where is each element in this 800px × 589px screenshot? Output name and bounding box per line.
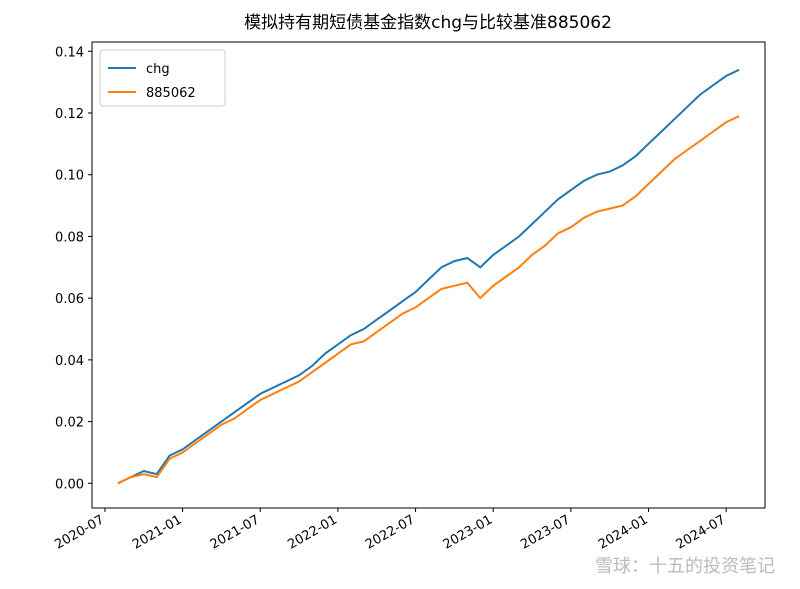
line-series — [117, 68, 740, 485]
y-tick-label: 0.10 — [55, 169, 84, 184]
x-tick-label: 2023-01 — [441, 512, 496, 552]
y-tick-label: 0.12 — [55, 107, 84, 122]
x-tick-label: 2022-07 — [363, 512, 418, 552]
y-tick-label: 0.06 — [55, 292, 84, 307]
x-tick-label: 2024-01 — [596, 512, 651, 552]
y-tick-label: 0.04 — [55, 354, 84, 369]
y-tick-label: 0.02 — [55, 416, 84, 431]
x-tick-label: 2021-01 — [130, 512, 185, 552]
x-tick-label: 2020-07 — [52, 512, 107, 552]
plot-frame — [91, 41, 766, 509]
watermark: 雪球：十五的投资笔记 — [595, 556, 775, 577]
chart-title: 模拟持有期短债基金指数chg与比较基准885062 — [244, 13, 612, 33]
y-tick-label: 0.14 — [55, 45, 84, 60]
x-tick-label: 2023-07 — [518, 512, 573, 552]
x-tick-label: 2022-01 — [285, 512, 340, 552]
y-tick-label: 0.08 — [55, 230, 84, 245]
x-tick-label: 2021-07 — [208, 512, 263, 552]
y-tick-label: 0.00 — [55, 477, 84, 492]
legend-label: chg — [146, 62, 170, 77]
x-tick-label: 2024-07 — [674, 512, 729, 552]
legend-label: 885062 — [146, 86, 196, 101]
line-series — [117, 115, 740, 485]
